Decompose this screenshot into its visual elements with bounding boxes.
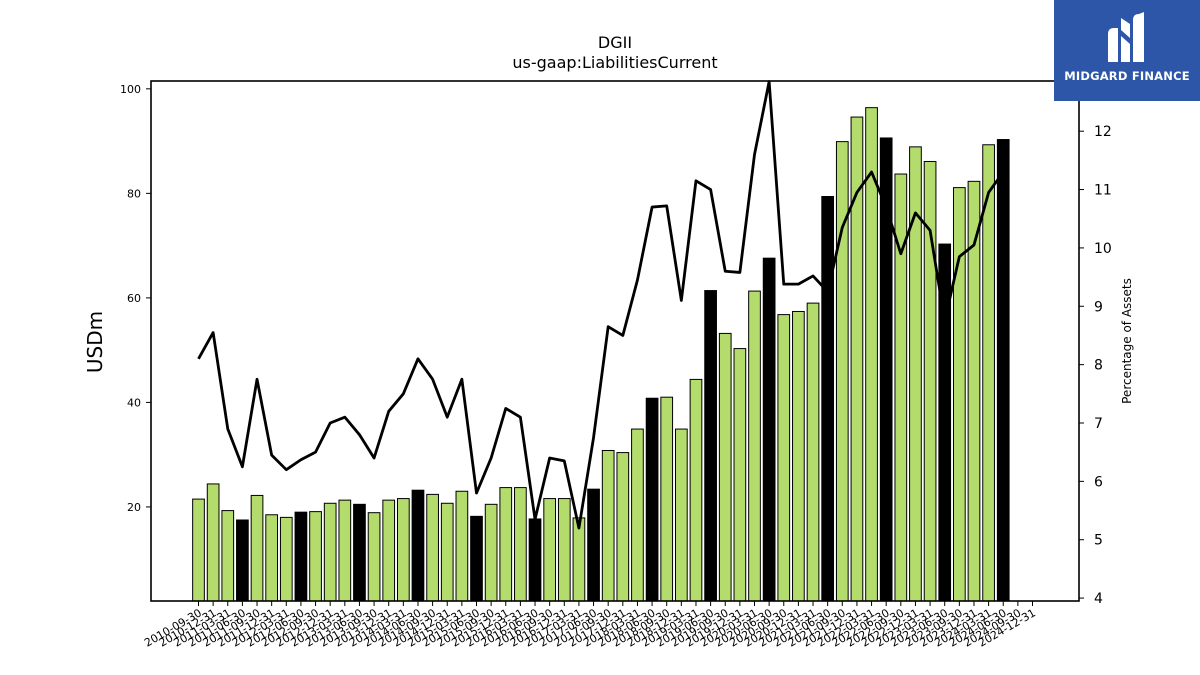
bar [792,310,805,602]
bar [660,396,674,602]
bar [748,290,761,602]
y2-tick-label: 12 [1094,124,1112,140]
bar [236,519,249,602]
bar [777,314,791,602]
y-tick-label: 40 [127,396,141,409]
bar [982,144,995,602]
y-axis-label: USDm [83,311,107,373]
bar [718,332,732,602]
y-tick-label: 100 [120,83,141,96]
bar [206,483,220,602]
bar [499,487,513,602]
bar [396,498,410,602]
chart-subtitle: us-gaap:LiabilitiesCurrent [512,53,717,72]
bar [850,116,864,602]
bar [645,397,659,602]
y2-tick-label: 4 [1094,591,1103,607]
y2-tick-label: 11 [1094,183,1112,199]
y2-axis-label: Percentage of Assets [1120,278,1134,404]
bar [821,196,835,602]
y2-tick-label: 8 [1094,358,1103,374]
bar [514,487,527,602]
bar [455,490,469,602]
bar [411,489,425,602]
bar [323,502,337,602]
bar [470,515,483,602]
bar [426,493,439,602]
bar [265,514,279,602]
bar [631,428,644,602]
bar [250,494,264,602]
bar [484,503,498,602]
bar [674,428,688,602]
percentage-line-series [197,80,1005,530]
bar [279,516,293,602]
bar [952,187,966,602]
plot-frame [150,80,1080,602]
y2-tick-label: 5 [1094,533,1103,549]
bar [835,141,849,602]
bar [996,139,1010,602]
bar [338,499,352,602]
bar-series [192,107,1010,602]
bar [733,348,747,602]
y2-tick-label: 10 [1094,241,1112,257]
midgard-m-icon [1108,12,1144,62]
bar [221,510,235,602]
bar [353,503,366,602]
bar [689,378,703,602]
midgard-finance-logo: MIDGARD FINANCE [1054,0,1200,101]
bar [557,498,571,602]
bar [294,511,308,602]
axes: 204060801004567891011122010-09-302010-12… [120,80,1112,650]
bar [367,512,381,602]
chart-title: DGII [598,33,632,52]
percentage-line [197,80,1005,530]
bar [572,517,586,602]
bar [601,449,615,602]
bar [806,302,820,602]
y-tick-label: 60 [127,292,141,305]
bar [587,488,600,602]
y-tick-label: 20 [127,501,141,514]
y-tick-label: 80 [127,187,141,200]
y2-tick-label: 6 [1094,474,1103,490]
bar [192,498,205,602]
y2-tick-label: 7 [1094,416,1103,432]
bar [528,518,542,602]
y2-tick-label: 9 [1094,299,1103,315]
logo-text: MIDGARD FINANCE [1064,69,1190,83]
bar [440,502,454,602]
bar [704,290,717,602]
bar [382,499,396,602]
bar [762,257,776,602]
bar [616,452,630,602]
bar [309,511,322,602]
bar [543,498,557,602]
